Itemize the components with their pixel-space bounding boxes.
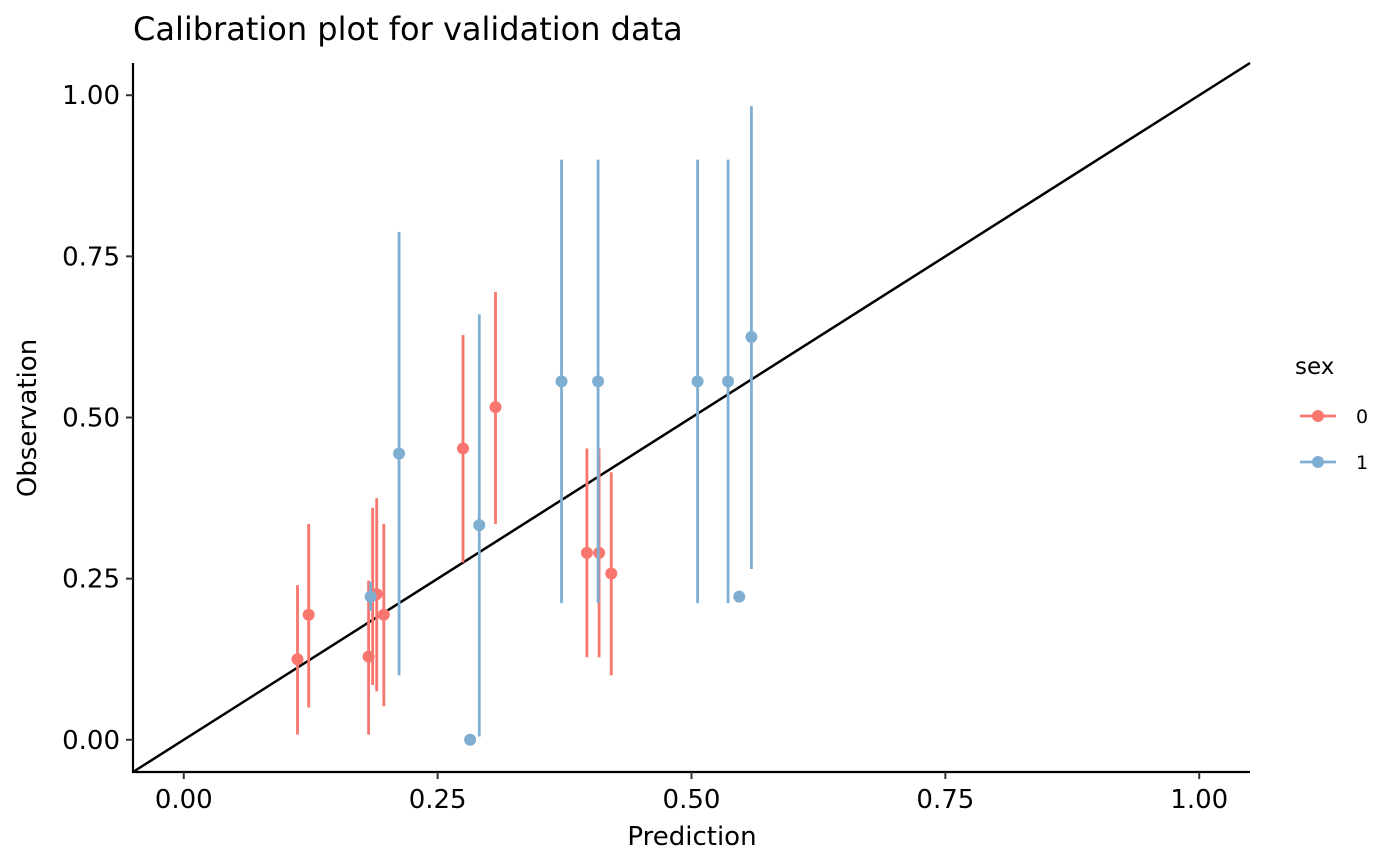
- y-tick-label: 0.00: [62, 726, 120, 756]
- data-point-series-1: [733, 590, 746, 603]
- y-tick-label: 0.75: [62, 242, 120, 272]
- x-tick-label: 1.00: [1170, 785, 1228, 815]
- data-point-series-0: [377, 608, 390, 621]
- x-tick-label: 0.50: [663, 785, 721, 815]
- data-point-series-0: [605, 567, 618, 580]
- data-point-series-0: [291, 653, 304, 666]
- y-tick-label: 0.50: [62, 404, 120, 434]
- plot-area: 0.00 0.25 0.50 0.75 1.00 0.00 0.25 0.50 0.75 1.00: [62, 61, 1251, 815]
- y-tick-label: 0.25: [62, 565, 120, 595]
- data-point-series-1: [691, 375, 704, 388]
- data-point-series-1: [393, 447, 406, 460]
- data-point-series-1: [473, 519, 486, 532]
- data-point-series-1: [364, 590, 377, 603]
- legend: sex 0 1: [1295, 354, 1368, 474]
- data-point-series-0: [302, 608, 315, 621]
- x-tick-label: 0.75: [916, 785, 974, 815]
- data-point-series-1: [722, 375, 735, 388]
- legend-key-dot-0: [1312, 410, 1324, 422]
- y-tick-label: 1.00: [62, 81, 120, 111]
- legend-title: sex: [1295, 354, 1334, 380]
- data-point-series-1: [464, 733, 477, 746]
- x-axis-title: Prediction: [627, 822, 756, 852]
- chart-title: Calibration plot for validation data: [133, 10, 683, 48]
- x-tick-label: 0.00: [155, 785, 213, 815]
- data-point-series-0: [580, 546, 593, 559]
- y-axis-title: Observation: [13, 339, 43, 497]
- x-tick-label: 0.25: [409, 785, 467, 815]
- data-point-series-1: [745, 330, 758, 343]
- data-point-series-1: [555, 375, 568, 388]
- legend-key-dot-1: [1312, 456, 1324, 468]
- legend-label-1: 1: [1356, 452, 1368, 474]
- data-point-series-0: [457, 442, 470, 455]
- data-point-series-1: [592, 375, 605, 388]
- data-point-series-0: [489, 401, 502, 414]
- reference-line: [132, 61, 1251, 774]
- legend-label-0: 0: [1356, 406, 1368, 428]
